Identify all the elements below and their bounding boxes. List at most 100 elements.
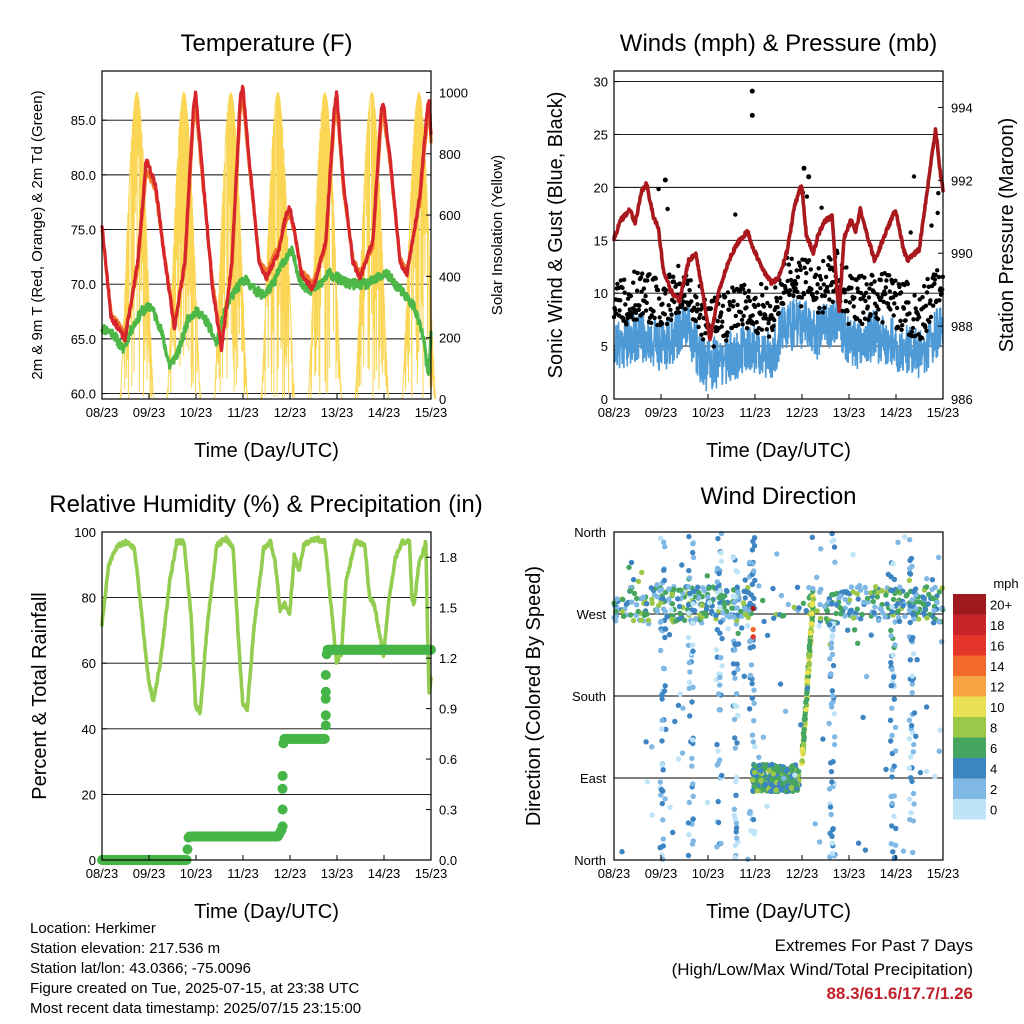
- direction-point: [807, 642, 813, 648]
- gust-point: [860, 321, 865, 327]
- direction-point: [794, 584, 801, 590]
- direction-point: [700, 585, 706, 591]
- direction-point: [761, 618, 767, 625]
- direction-point: [891, 813, 897, 819]
- direction-point: [929, 595, 935, 601]
- direction-point: [828, 760, 834, 766]
- gust-points: [611, 88, 945, 349]
- direction-point: [831, 544, 838, 550]
- direction-point: [629, 599, 635, 605]
- rh-xtick-label: 12/23: [274, 866, 307, 881]
- direction-point: [906, 796, 913, 802]
- direction-point: [888, 627, 894, 634]
- direction-point: [893, 825, 899, 832]
- direction-point: [939, 605, 945, 611]
- direction-point: [686, 567, 692, 574]
- temp-xtick-label: 14/23: [368, 405, 401, 420]
- dir-xtick-label: 09/23: [645, 866, 678, 881]
- direction-point: [827, 804, 834, 810]
- direction-point: [661, 688, 668, 694]
- gust-point: [643, 293, 648, 299]
- direction-point: [634, 595, 640, 602]
- direction-point: [791, 604, 797, 610]
- direction-point: [803, 608, 809, 614]
- direction-point: [816, 839, 823, 845]
- rh-ytick-right-label: 0.3: [439, 803, 457, 818]
- direction-point: [820, 736, 826, 742]
- gust-point: [694, 295, 699, 300]
- precip-point: [277, 783, 288, 794]
- direction-point: [850, 589, 856, 595]
- gust-point: [809, 287, 814, 292]
- direction-point: [831, 741, 838, 748]
- gust-point: [925, 276, 930, 282]
- direction-point: [675, 756, 682, 762]
- gust-point: [822, 293, 828, 298]
- dir-ytick-label: North: [574, 525, 606, 540]
- gust-point: [755, 330, 760, 336]
- direction-point: [889, 609, 895, 615]
- direction-point: [662, 626, 668, 632]
- direction-point: [829, 634, 835, 640]
- gust-point: [845, 309, 850, 314]
- direction-point: [686, 610, 692, 616]
- temp-ytick-label: 75.0: [71, 223, 96, 238]
- direction-point: [724, 588, 730, 595]
- direction-point: [910, 749, 916, 755]
- direction-point: [746, 810, 753, 816]
- gust-point: [618, 278, 623, 283]
- gust-point: [644, 300, 649, 305]
- rh-xtick-label: 10/23: [180, 866, 213, 881]
- direction-point: [800, 600, 807, 606]
- direction-point: [690, 648, 696, 654]
- gust-point: [742, 282, 747, 288]
- direction-point: [689, 699, 695, 705]
- direction-point: [628, 559, 635, 566]
- gust-point: [691, 305, 697, 310]
- gust-point: [698, 312, 703, 317]
- direction-point: [770, 771, 776, 777]
- rh-ytick-right-label: 0.6: [439, 752, 457, 767]
- gust-point: [861, 293, 867, 299]
- gust-point: [906, 300, 911, 305]
- direction-point: [717, 630, 723, 636]
- gust-point: [932, 281, 937, 286]
- direction-point: [718, 619, 724, 625]
- direction-point: [889, 603, 895, 610]
- gust-point: [847, 300, 852, 305]
- direction-point: [673, 618, 679, 624]
- direction-point: [732, 855, 738, 861]
- direction-point: [908, 754, 914, 760]
- gust-point: [821, 258, 826, 264]
- legend-swatch: [953, 737, 986, 758]
- precip-point: [182, 844, 193, 855]
- direction-point: [906, 577, 913, 583]
- direction-point: [780, 781, 786, 787]
- precip-point: [320, 686, 331, 697]
- gust-point: [794, 268, 799, 273]
- gust-point: [870, 273, 875, 278]
- temp-y-axis-right-label: Solar Insolation (Yellow): [489, 155, 506, 315]
- direction-point: [675, 702, 682, 709]
- direction-point: [803, 706, 809, 713]
- gust-point: [823, 274, 829, 280]
- gust-point: [660, 301, 665, 307]
- gust-point: [899, 327, 904, 332]
- direction-point: [748, 662, 755, 668]
- direction-point: [890, 652, 896, 658]
- direction-point: [906, 537, 913, 543]
- direction-point: [908, 722, 915, 729]
- wind-xtick-label: 09/23: [645, 405, 678, 420]
- direction-point: [909, 778, 915, 784]
- gust-point: [740, 322, 745, 327]
- gust-point: [865, 304, 870, 309]
- gust-point: [669, 312, 674, 317]
- direction-point: [911, 741, 917, 748]
- direction-point: [695, 584, 701, 590]
- rh-x-axis-label: Time (Day/UTC): [194, 901, 339, 923]
- dir-title: Wind Direction: [700, 483, 856, 510]
- direction-point: [686, 659, 693, 666]
- gust-point: [764, 285, 769, 291]
- dir-xtick-label: 08/23: [598, 866, 631, 881]
- dir-ytick-label: West: [577, 607, 607, 622]
